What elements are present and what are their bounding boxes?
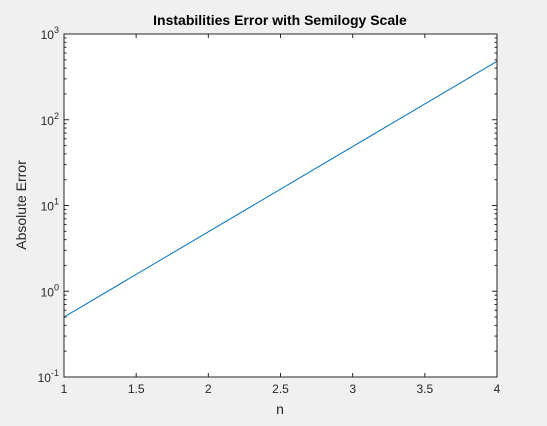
y-tick-label: 101 [41,197,59,214]
x-tick-label: 1 [61,382,68,396]
x-tick-label: 1.5 [128,382,145,396]
y-tick-exponent: -1 [51,368,59,378]
x-tick-label: 3.5 [416,382,433,396]
axes-background [64,34,497,377]
y-tick-base: 10 [41,200,55,214]
y-axis-label: Absolute Error [13,160,29,250]
x-tick-label: 2.5 [272,382,289,396]
y-tick-label: 10-1 [38,368,59,385]
y-tick-base: 10 [41,114,55,128]
y-tick-exponent: 1 [54,197,59,207]
x-tick-label: 2 [205,382,212,396]
y-tick-base: 10 [41,28,55,42]
y-tick-exponent: 0 [54,282,59,292]
y-tick-exponent: 3 [54,25,59,35]
y-tick-label: 100 [41,282,59,299]
y-tick-base: 10 [38,371,52,385]
x-axis-ticks: 1 1.5 2 2.5 3 3.5 4 [61,34,501,396]
y-tick-base: 10 [41,285,55,299]
y-tick-exponent: 2 [54,111,59,121]
y-tick-label: 103 [41,25,59,42]
series-line [63,60,498,318]
x-axis-label: n [276,401,284,417]
plot-area [63,60,498,318]
x-tick-label: 3 [349,382,356,396]
chart-title: Instabilities Error with Semilogy Scale [153,12,407,28]
x-tick-label: 4 [494,382,501,396]
y-tick-label: 102 [41,111,59,128]
